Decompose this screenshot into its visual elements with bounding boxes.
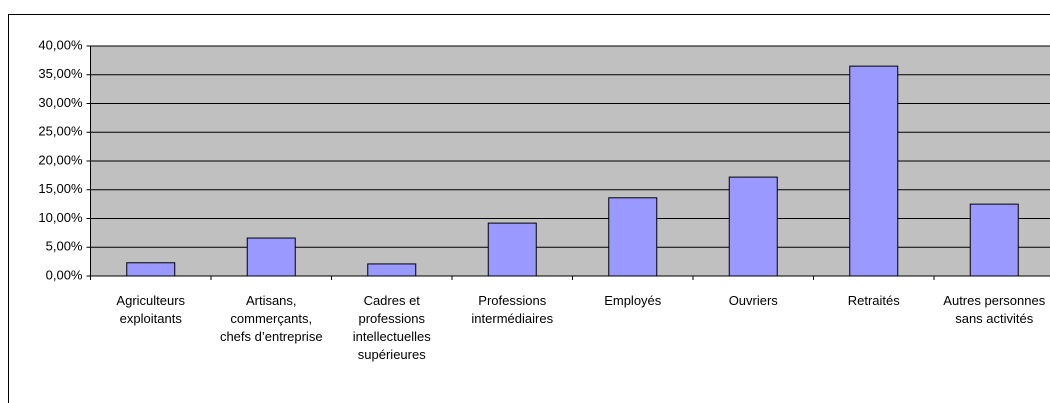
x-tick-label: Autres personnes sans activités [943, 293, 1046, 326]
y-tick-label: 0,00% [46, 267, 83, 282]
y-tick-label: 5,00% [46, 239, 83, 254]
bar [849, 65, 899, 277]
y-tick-label: 10,00% [38, 210, 83, 225]
x-tick-label: Artisans, commerçants, chefs d’entrepris… [219, 293, 323, 344]
x-tick-label: Agriculteurs exploitants [116, 293, 186, 326]
y-tick-label: 20,00% [38, 152, 83, 167]
x-tick-label: Professions intermédiaires [471, 293, 554, 326]
y-tick-label: 35,00% [38, 66, 83, 81]
y-tick-label: 30,00% [38, 95, 83, 110]
x-tick-label: Cadres et professions intellectuelles su… [352, 293, 431, 362]
bar [246, 237, 296, 277]
y-tick-label: 25,00% [38, 124, 83, 139]
bar [969, 203, 1019, 277]
y-tick-label: 15,00% [38, 181, 83, 196]
x-tick-label: Ouvriers [728, 293, 778, 308]
bar [608, 197, 658, 277]
x-tick-label: Employés [604, 293, 662, 308]
x-tick-label: Retraités [847, 293, 900, 308]
bar [367, 263, 417, 277]
y-tick-label: 40,00% [38, 37, 83, 52]
bar [487, 222, 537, 277]
bar [728, 176, 778, 277]
bar [126, 262, 176, 277]
